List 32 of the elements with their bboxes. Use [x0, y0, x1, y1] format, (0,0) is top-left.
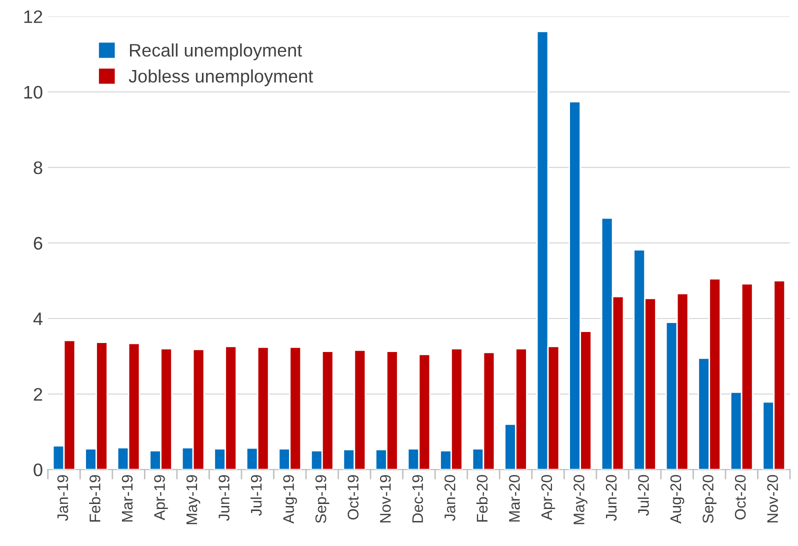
legend-label: Jobless unemployment — [128, 69, 314, 86]
y-tick-label: 2 — [34, 388, 42, 401]
x-tick-label: May-19 — [186, 475, 200, 524]
x-tick-label: Jun-20 — [606, 475, 617, 521]
y-tick-label: 12 — [24, 10, 42, 23]
x-tick-label: Sep-20 — [702, 475, 716, 523]
y-tick-label: 4 — [33, 312, 42, 326]
y-tick-label: 8 — [34, 161, 42, 174]
x-tick-label: Aug-20 — [670, 475, 684, 524]
x-tick-label: Dec-19 — [412, 475, 424, 522]
x-tick-label: May-20 — [574, 475, 588, 524]
x-tick-label: Feb-20 — [476, 475, 488, 522]
x-tick-label: Oct-19 — [348, 475, 359, 520]
x-tick-label: Nov-20 — [767, 475, 778, 522]
x-tick-label: Jan-19 — [57, 475, 68, 521]
y-tick-label: 6 — [34, 236, 42, 250]
x-tick-label: Jun-19 — [218, 475, 230, 521]
x-tick-label: Nov-19 — [380, 475, 391, 522]
x-tick-label: Jul-20 — [638, 475, 649, 516]
x-tick-label: Apr-20 — [541, 475, 556, 520]
x-tick-label: Aug-19 — [283, 475, 298, 524]
y-tick-label: 10 — [24, 86, 42, 99]
x-tick-label: Jan-20 — [444, 475, 456, 521]
x-tick-label: Apr-19 — [154, 475, 168, 520]
y-tick-label: 0 — [34, 463, 42, 476]
x-tick-label: Sep-19 — [315, 475, 330, 523]
x-tick-label: Feb-19 — [89, 475, 100, 522]
x-tick-label: Jul-19 — [250, 475, 262, 516]
x-tick-label: Oct-20 — [734, 475, 746, 520]
legend-label: Recall unemployment — [130, 43, 302, 60]
x-tick-label: Mar-20 — [509, 475, 520, 522]
x-tick-label: Mar-19 — [122, 475, 133, 522]
